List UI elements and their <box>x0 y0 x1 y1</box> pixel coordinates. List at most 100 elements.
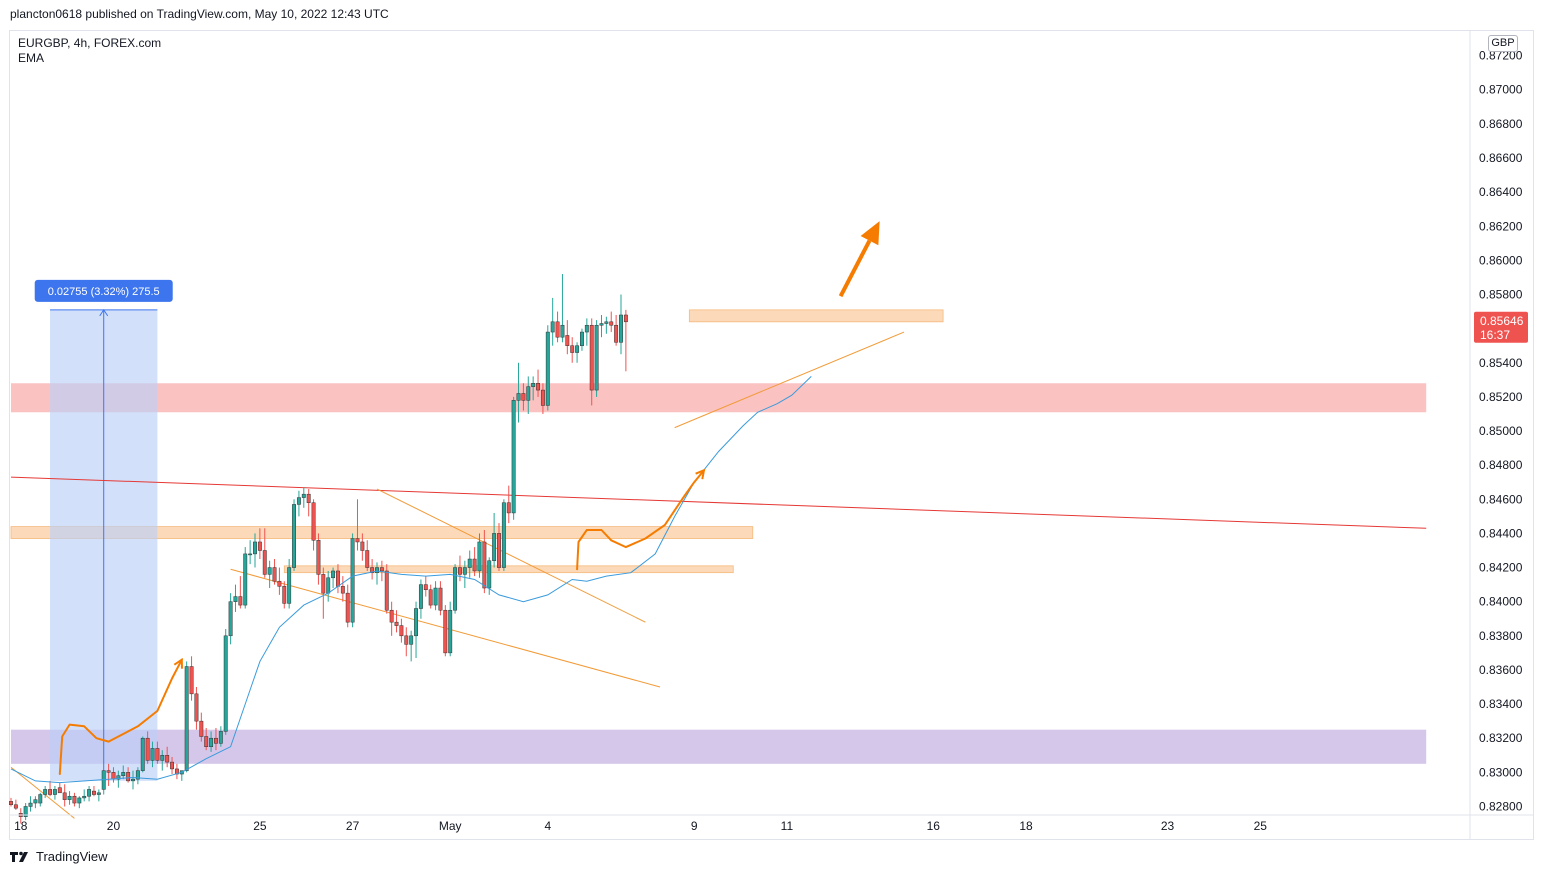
candle[interactable] <box>550 297 555 346</box>
candle[interactable] <box>594 320 599 397</box>
candle[interactable] <box>614 314 619 346</box>
candle[interactable] <box>580 328 584 351</box>
candle[interactable] <box>604 316 609 334</box>
candle[interactable] <box>165 746 170 768</box>
candle[interactable] <box>501 499 506 571</box>
demand-zone-purple[interactable] <box>11 729 1427 764</box>
candle[interactable] <box>204 727 209 751</box>
candle[interactable] <box>331 567 336 589</box>
candle[interactable] <box>428 584 433 609</box>
candle[interactable] <box>340 576 345 602</box>
candle[interactable] <box>423 576 428 597</box>
candle[interactable] <box>477 533 482 578</box>
candle[interactable] <box>414 601 418 658</box>
candle[interactable] <box>48 780 52 797</box>
candle[interactable] <box>453 564 458 614</box>
candle[interactable] <box>321 567 326 619</box>
candle[interactable] <box>214 727 218 751</box>
candle[interactable] <box>209 731 214 752</box>
candle[interactable] <box>62 784 67 807</box>
candle[interactable] <box>472 547 477 577</box>
zone-orange-low[interactable] <box>283 565 734 574</box>
candle[interactable] <box>72 792 77 807</box>
candle[interactable] <box>292 499 296 571</box>
candle[interactable] <box>409 630 414 662</box>
current-price-tag[interactable] <box>1474 311 1528 343</box>
candle[interactable] <box>243 547 248 609</box>
candle[interactable] <box>135 767 140 785</box>
candle[interactable] <box>301 487 306 508</box>
candle[interactable] <box>306 489 311 517</box>
candle[interactable] <box>140 736 145 773</box>
candle[interactable] <box>33 796 38 809</box>
rising-support[interactable] <box>674 331 905 429</box>
footer-brand[interactable]: TradingView <box>10 849 108 864</box>
candle[interactable] <box>355 499 360 551</box>
resistance-trendline[interactable] <box>10 476 1427 529</box>
candle[interactable] <box>345 584 350 628</box>
candle[interactable] <box>96 789 101 802</box>
candle[interactable] <box>233 584 238 612</box>
indicator-label[interactable]: EMA <box>18 51 45 65</box>
candle[interactable] <box>311 499 316 551</box>
candle[interactable] <box>623 309 628 372</box>
candle[interactable] <box>92 785 96 797</box>
candle[interactable] <box>145 731 150 764</box>
zone-orange-mid[interactable] <box>10 526 754 539</box>
candle[interactable] <box>150 741 155 768</box>
candle[interactable] <box>67 791 72 805</box>
candle[interactable] <box>296 490 301 517</box>
candle[interactable] <box>584 318 589 346</box>
candle[interactable] <box>287 559 292 609</box>
candle[interactable] <box>511 396 516 520</box>
candle[interactable] <box>87 785 92 802</box>
candle[interactable] <box>326 570 331 602</box>
candle[interactable] <box>389 601 394 636</box>
candle[interactable] <box>482 530 487 594</box>
candle[interactable] <box>555 311 560 343</box>
candle[interactable] <box>77 796 82 809</box>
candle[interactable] <box>458 555 462 582</box>
candle[interactable] <box>526 376 531 414</box>
candle[interactable] <box>492 512 497 568</box>
candle[interactable] <box>223 628 228 735</box>
candle[interactable] <box>316 533 321 585</box>
candle[interactable] <box>57 782 62 794</box>
candle[interactable] <box>599 314 604 338</box>
candle[interactable] <box>262 528 267 578</box>
candle[interactable] <box>228 593 233 645</box>
candle[interactable] <box>433 581 438 611</box>
resistance-zone-top[interactable] <box>688 309 944 323</box>
candle[interactable] <box>619 294 623 355</box>
candle[interactable] <box>350 533 355 628</box>
candle[interactable] <box>545 325 550 411</box>
candle[interactable] <box>370 559 375 580</box>
cup-path-left[interactable] <box>58 658 183 776</box>
candle[interactable] <box>536 369 540 397</box>
candle[interactable] <box>277 567 282 595</box>
candle[interactable] <box>121 765 126 780</box>
candle[interactable] <box>218 726 223 747</box>
symbol-legend[interactable]: EURGBP, 4h, FOREX.com EMA <box>18 36 161 66</box>
candle[interactable] <box>589 318 594 406</box>
candle[interactable] <box>497 523 501 571</box>
candle[interactable] <box>23 803 28 821</box>
candle[interactable] <box>506 485 511 524</box>
candle[interactable] <box>443 605 448 657</box>
candle[interactable] <box>101 770 106 795</box>
candle[interactable] <box>13 799 18 810</box>
symbol-title[interactable]: EURGBP, 4h, FOREX.com <box>18 36 162 50</box>
candle[interactable] <box>184 661 189 773</box>
candle[interactable] <box>570 337 575 363</box>
candle[interactable] <box>404 627 409 657</box>
candle[interactable] <box>52 785 57 800</box>
candle[interactable] <box>521 383 526 411</box>
candle[interactable] <box>467 550 472 578</box>
candle[interactable] <box>399 618 404 643</box>
candle[interactable] <box>38 792 43 807</box>
channel-upper[interactable] <box>376 488 646 623</box>
candle[interactable] <box>170 756 174 775</box>
candle[interactable] <box>248 540 253 565</box>
candle[interactable] <box>438 581 443 616</box>
candle[interactable] <box>609 311 614 333</box>
